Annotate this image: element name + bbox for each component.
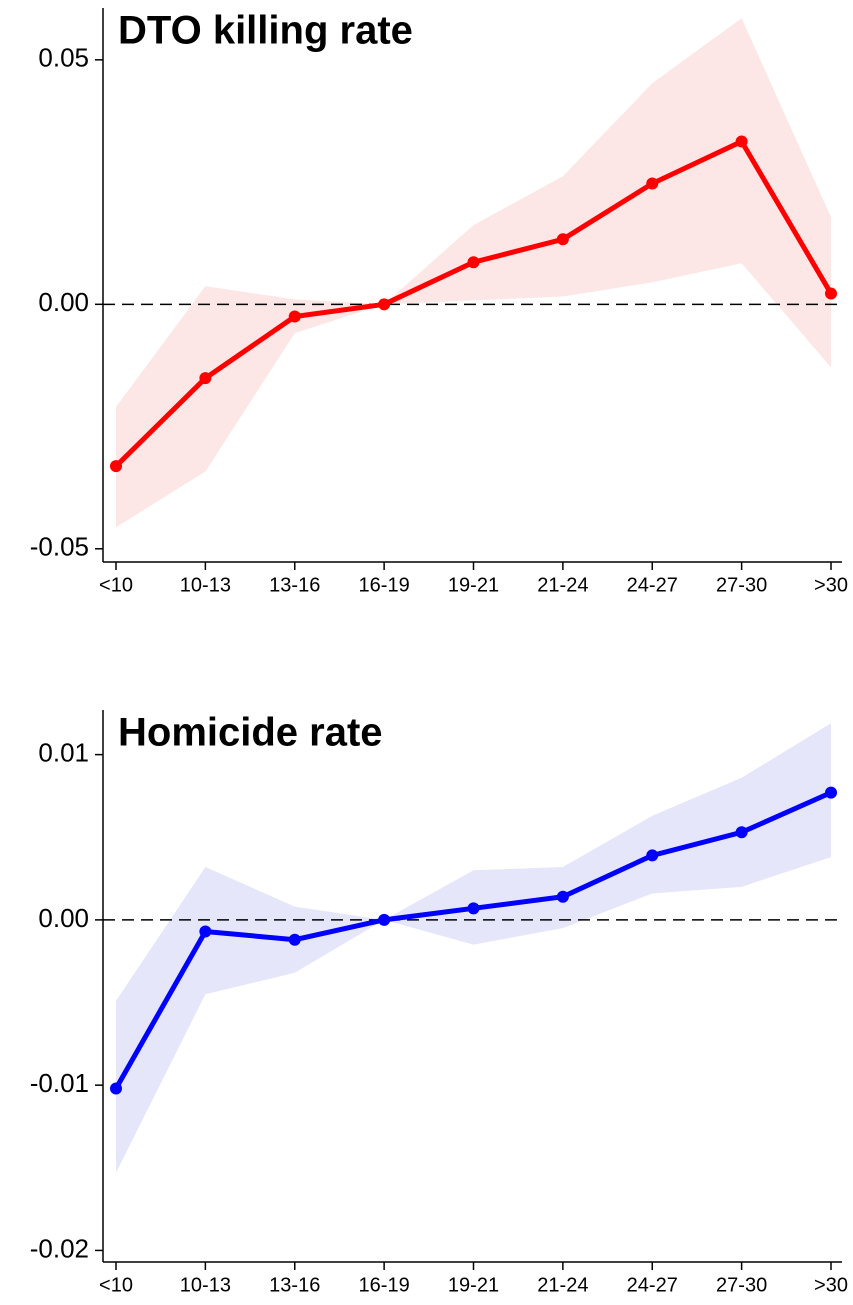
point xyxy=(467,256,480,269)
x-tick-label: 16-19 xyxy=(359,1274,410,1296)
y-tick-label: 0.00 xyxy=(38,287,89,317)
x-tick-label: 27-30 xyxy=(716,1274,767,1296)
x-tick-label: 13-16 xyxy=(269,1274,320,1296)
x-tick-label: 16-19 xyxy=(359,574,410,596)
confidence-band xyxy=(116,18,831,528)
x-tick-label: 19-21 xyxy=(448,574,499,596)
point xyxy=(556,890,569,903)
point xyxy=(825,287,837,300)
x-tick-label: 24-27 xyxy=(627,1274,678,1296)
point xyxy=(467,902,480,915)
point xyxy=(646,849,659,862)
point xyxy=(556,233,569,246)
point xyxy=(288,933,301,946)
x-tick-label: 21-24 xyxy=(537,574,588,596)
point xyxy=(110,460,122,473)
point xyxy=(825,786,837,799)
x-tick-label: 21-24 xyxy=(537,1274,588,1296)
y-tick-label: -0.01 xyxy=(30,1068,89,1098)
point xyxy=(646,177,659,190)
x-tick-label: <10 xyxy=(99,1274,133,1296)
point xyxy=(735,826,748,839)
x-tick-label: 27-30 xyxy=(716,574,767,596)
y-tick-label: -0.02 xyxy=(30,1233,89,1263)
x-tick-label: <10 xyxy=(99,574,133,596)
x-tick-label: 19-21 xyxy=(448,1274,499,1296)
y-tick-label: 0.00 xyxy=(38,903,89,933)
point xyxy=(378,913,391,926)
y-tick-label: 0.01 xyxy=(38,737,89,767)
point xyxy=(199,372,212,385)
panel: -0.05 0.00 0.05 <10 10-13 13-16 16-19 19-21 21-2… xyxy=(30,8,848,596)
confidence-band xyxy=(116,723,831,1173)
x-tick-label: 13-16 xyxy=(269,574,320,596)
x-tick-label: >30 xyxy=(814,1274,848,1296)
x-tick-label: 24-27 xyxy=(627,574,678,596)
y-tick-label: -0.05 xyxy=(30,532,89,562)
chart-title: Homicide rate xyxy=(118,711,383,755)
point xyxy=(199,925,212,938)
point xyxy=(288,310,301,323)
point xyxy=(735,135,748,148)
point xyxy=(378,298,391,311)
point xyxy=(110,1082,122,1095)
panel: -0.02 -0.01 0.00 0.01 <10 10-13 13-16 16-19 19-2… xyxy=(30,710,848,1296)
x-tick-label: 10-13 xyxy=(180,1274,231,1296)
y-tick-label: 0.05 xyxy=(38,43,89,73)
chart-title: DTO killing rate xyxy=(118,9,413,53)
x-tick-label: >30 xyxy=(814,574,848,596)
x-tick-label: 10-13 xyxy=(180,574,231,596)
